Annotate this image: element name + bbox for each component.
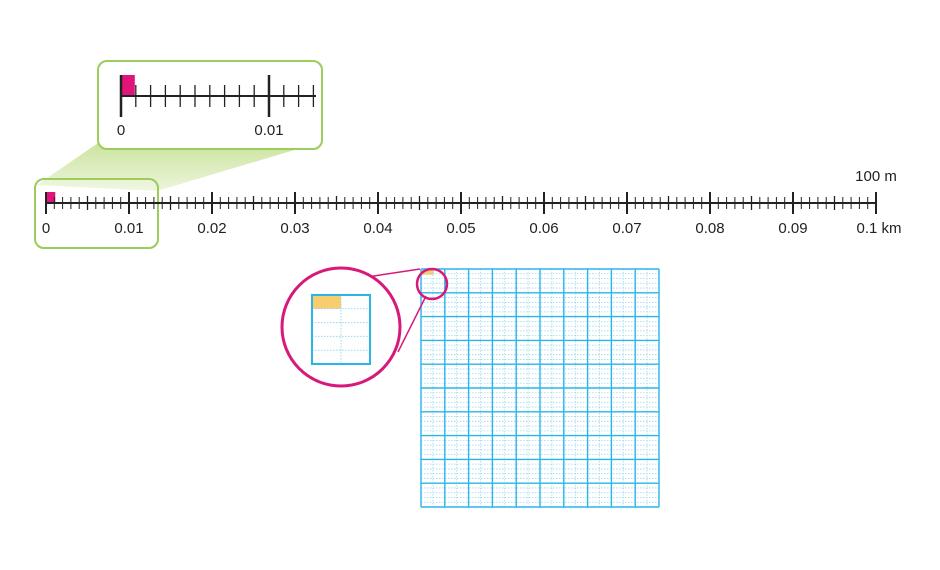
- number-line-labels: 0 0.01 0.02 0.03 0.04 0.05 0.06 0.07 0.08 0.09 0.1…: [42, 220, 902, 237]
- number-line-tick-label: 0.01: [114, 220, 143, 237]
- magnifier-small-ring: [415, 267, 449, 301]
- number-line-tick-label: 0.1 km: [856, 220, 901, 237]
- number-line-tick-label: 0.09: [778, 220, 807, 237]
- number-line-tick-label: 0.06: [529, 220, 558, 237]
- number-line-tick-label: 0.02: [197, 220, 226, 237]
- zoom-callout-label-0-01: 0.01: [254, 122, 283, 139]
- zoom-callout-highlight: [121, 75, 135, 96]
- magnified-highlight: [312, 295, 341, 309]
- number-line-end-label: 100 m: [855, 168, 897, 185]
- number-line-tick-label: 0.04: [363, 220, 392, 237]
- zoom-callout-label-0: 0: [117, 122, 125, 139]
- number-line: [45, 192, 877, 214]
- number-line-tick-label: 0.05: [446, 220, 475, 237]
- zoom-source-box: [34, 178, 159, 249]
- number-line-tick-label: 0.08: [695, 220, 724, 237]
- grid-highlight-cell: [422, 270, 434, 275]
- magnified-cell-border: [311, 294, 371, 365]
- magnifier-connector: [397, 295, 427, 353]
- magnified-grid-cell: [311, 294, 371, 365]
- number-line-tick-label: 0.03: [280, 220, 309, 237]
- number-line-highlight: [46, 192, 56, 203]
- zoom-callout-ruler: [119, 75, 316, 117]
- number-line-tick-label: 0.07: [612, 220, 641, 237]
- hundred-square-grid: [420, 268, 660, 508]
- number-line-tick-label: 0: [42, 220, 50, 237]
